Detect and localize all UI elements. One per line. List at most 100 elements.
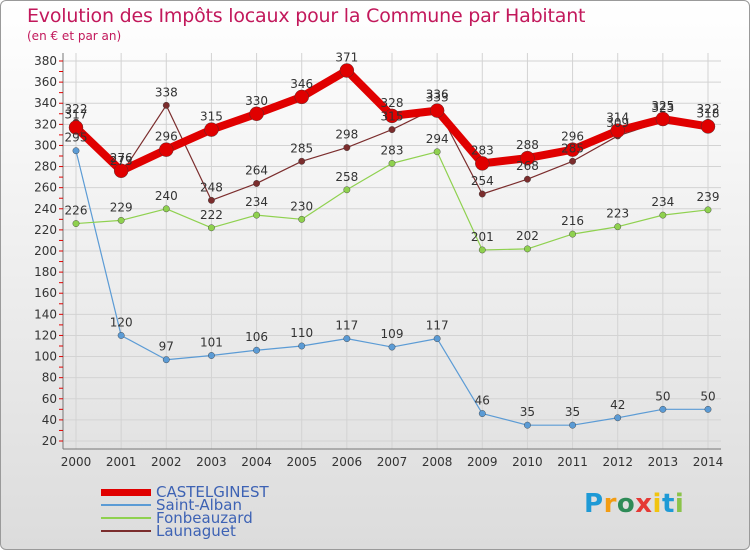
logo-letter: r (603, 489, 617, 519)
x-tick-label: 2005 (286, 455, 317, 469)
y-tick-label: 160 (34, 286, 57, 300)
data-label-fonbeauzard: 283 (381, 143, 404, 157)
data-label-launaguet: 273 (110, 154, 133, 168)
logo-letter: i (652, 489, 662, 519)
y-tick-label: 100 (34, 350, 57, 364)
data-point-saint-alban (614, 414, 622, 422)
data-point-castelginest (700, 119, 716, 134)
data-label-saint-alban: 46 (475, 394, 490, 408)
data-label-castelginest: 328 (381, 96, 404, 110)
data-point-fonbeauzard (704, 206, 712, 214)
x-tick-label: 2004 (241, 455, 272, 469)
legend-label-fonbeauzard: Fonbeauzard (156, 509, 253, 527)
data-label-fonbeauzard: 222 (200, 208, 223, 222)
data-point-fonbeauzard (614, 223, 622, 231)
x-tick-label: 2009 (467, 455, 498, 469)
data-label-saint-alban: 50 (655, 389, 670, 403)
data-label-castelginest: 314 (606, 111, 629, 125)
data-point-castelginest (655, 111, 671, 127)
legend-swatch-castelginest (101, 488, 151, 496)
data-point-castelginest (475, 156, 490, 171)
data-point-fonbeauzard (343, 186, 351, 194)
legend-swatch-fonbeauzard (101, 517, 151, 519)
data-label-fonbeauzard: 202 (516, 229, 539, 243)
data-point-fonbeauzard (524, 245, 531, 253)
chart-subtitle: (en € et par an) (27, 29, 122, 43)
data-point-launaguet (388, 126, 396, 134)
data-label-launaguet: 298 (335, 128, 358, 142)
data-point-castelginest (520, 150, 535, 166)
data-point-fonbeauzard (162, 205, 170, 213)
logo-letter: P (584, 489, 604, 519)
data-point-saint-alban (524, 421, 531, 429)
data-point-castelginest (339, 63, 355, 78)
x-tick-label: 2002 (151, 455, 182, 469)
data-point-saint-alban (704, 405, 712, 413)
data-label-castelginest: 296 (561, 130, 584, 144)
data-point-castelginest (68, 120, 84, 135)
data-label-launaguet: 248 (200, 180, 223, 194)
data-point-saint-alban (433, 335, 441, 343)
x-tick-label: 2008 (422, 455, 453, 469)
data-label-launaguet: 264 (245, 163, 268, 177)
data-point-saint-alban (117, 332, 125, 339)
data-label-castelginest: 325 (651, 99, 674, 113)
data-point-saint-alban (253, 346, 260, 354)
data-label-castelginest: 315 (200, 110, 223, 124)
y-tick-label: 240 (34, 202, 57, 216)
data-point-launaguet (162, 101, 170, 109)
data-label-castelginest: 371 (335, 51, 358, 65)
y-tick-label: 140 (34, 307, 57, 321)
data-point-saint-alban (298, 342, 306, 350)
data-point-launaguet (478, 190, 486, 198)
logo-letter: o (616, 489, 636, 519)
y-tick-label: 320 (34, 117, 57, 131)
data-label-saint-alban: 295 (65, 131, 88, 145)
data-label-castelginest: 317 (65, 108, 88, 122)
data-label-launaguet: 336 (426, 87, 449, 101)
data-label-saint-alban: 50 (700, 389, 715, 403)
y-tick-label: 20 (42, 434, 57, 448)
y-tick-label: 180 (34, 265, 57, 279)
y-tick-label: 40 (42, 413, 57, 427)
series-group (68, 63, 716, 429)
data-label-saint-alban: 109 (381, 327, 404, 341)
data-point-fonbeauzard (478, 246, 486, 254)
data-label-launaguet: 322 (697, 102, 720, 116)
data-point-fonbeauzard (253, 211, 260, 219)
data-point-saint-alban (478, 410, 486, 417)
data-point-saint-alban (72, 147, 80, 155)
x-tick-label: 2001 (106, 455, 137, 469)
data-point-launaguet (343, 144, 351, 151)
logo-letter: x (635, 489, 653, 519)
data-point-fonbeauzard (208, 224, 215, 232)
data-point-saint-alban (388, 343, 396, 351)
data-label-saint-alban: 117 (426, 319, 449, 333)
data-label-saint-alban: 42 (610, 398, 625, 412)
data-label-castelginest: 296 (155, 130, 178, 144)
data-point-fonbeauzard (388, 159, 396, 167)
data-point-castelginest (429, 103, 445, 118)
data-label-saint-alban: 35 (565, 405, 580, 419)
data-point-fonbeauzard (659, 211, 667, 219)
data-label-fonbeauzard: 239 (697, 190, 720, 204)
x-tick-label: 2010 (512, 455, 543, 469)
logo-letter: i (674, 489, 685, 519)
data-label-launaguet: 323 (651, 101, 674, 115)
data-label-castelginest: 318 (697, 106, 720, 120)
data-label-fonbeauzard: 294 (426, 132, 449, 146)
data-point-castelginest (249, 106, 264, 121)
legend-label-saint-alban: Saint-Alban (156, 496, 243, 514)
data-label-launaguet: 285 (290, 141, 313, 155)
data-label-fonbeauzard: 216 (561, 214, 584, 228)
y-tick-label: 200 (34, 244, 57, 258)
data-label-launaguet: 285 (561, 141, 584, 155)
y-tick-label: 340 (34, 96, 57, 110)
data-point-castelginest (159, 142, 174, 157)
data-label-castelginest: 288 (516, 138, 539, 152)
data-point-castelginest (384, 108, 400, 124)
data-label-launaguet: 309 (606, 116, 629, 130)
x-tick-label: 2006 (332, 455, 363, 469)
